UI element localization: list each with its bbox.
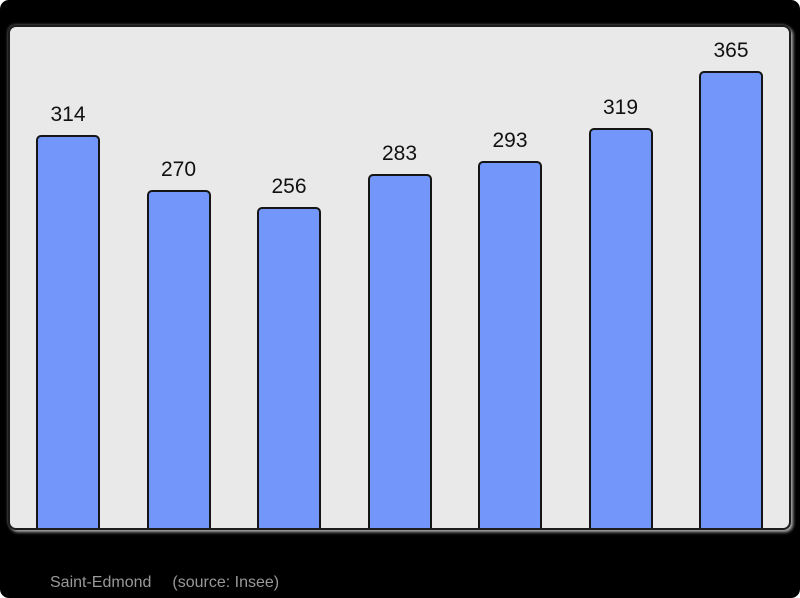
caption: Saint-Edmond (source: Insee) <box>50 573 279 592</box>
bar <box>699 71 763 528</box>
bar-column: 293 <box>478 129 542 528</box>
bar <box>146 190 211 528</box>
bar <box>257 207 321 528</box>
bar-column: 365 <box>699 39 763 528</box>
bar-value-label: 283 <box>381 142 418 165</box>
bar-column: 314 <box>36 103 100 528</box>
bar <box>588 128 653 528</box>
bar-column: 319 <box>588 96 653 528</box>
bar-value-label: 314 <box>50 103 86 126</box>
bar-column: 270 <box>146 158 211 528</box>
bar-value-label: 256 <box>271 175 307 198</box>
bar <box>478 161 542 528</box>
bar <box>367 174 432 528</box>
bar-column: 283 <box>367 142 432 528</box>
bar-value-label: 293 <box>492 129 528 152</box>
bar-value-label: 365 <box>713 39 749 62</box>
bar <box>36 135 100 528</box>
plot-area: 314 270 256 283 293 319 365 <box>8 25 791 530</box>
caption-source: (source: Insee) <box>172 574 280 591</box>
caption-commune-name: Saint-Edmond <box>50 574 152 591</box>
bar-value-label: 270 <box>160 158 197 181</box>
bar-value-label: 319 <box>602 96 639 119</box>
bar-column: 256 <box>257 175 321 528</box>
